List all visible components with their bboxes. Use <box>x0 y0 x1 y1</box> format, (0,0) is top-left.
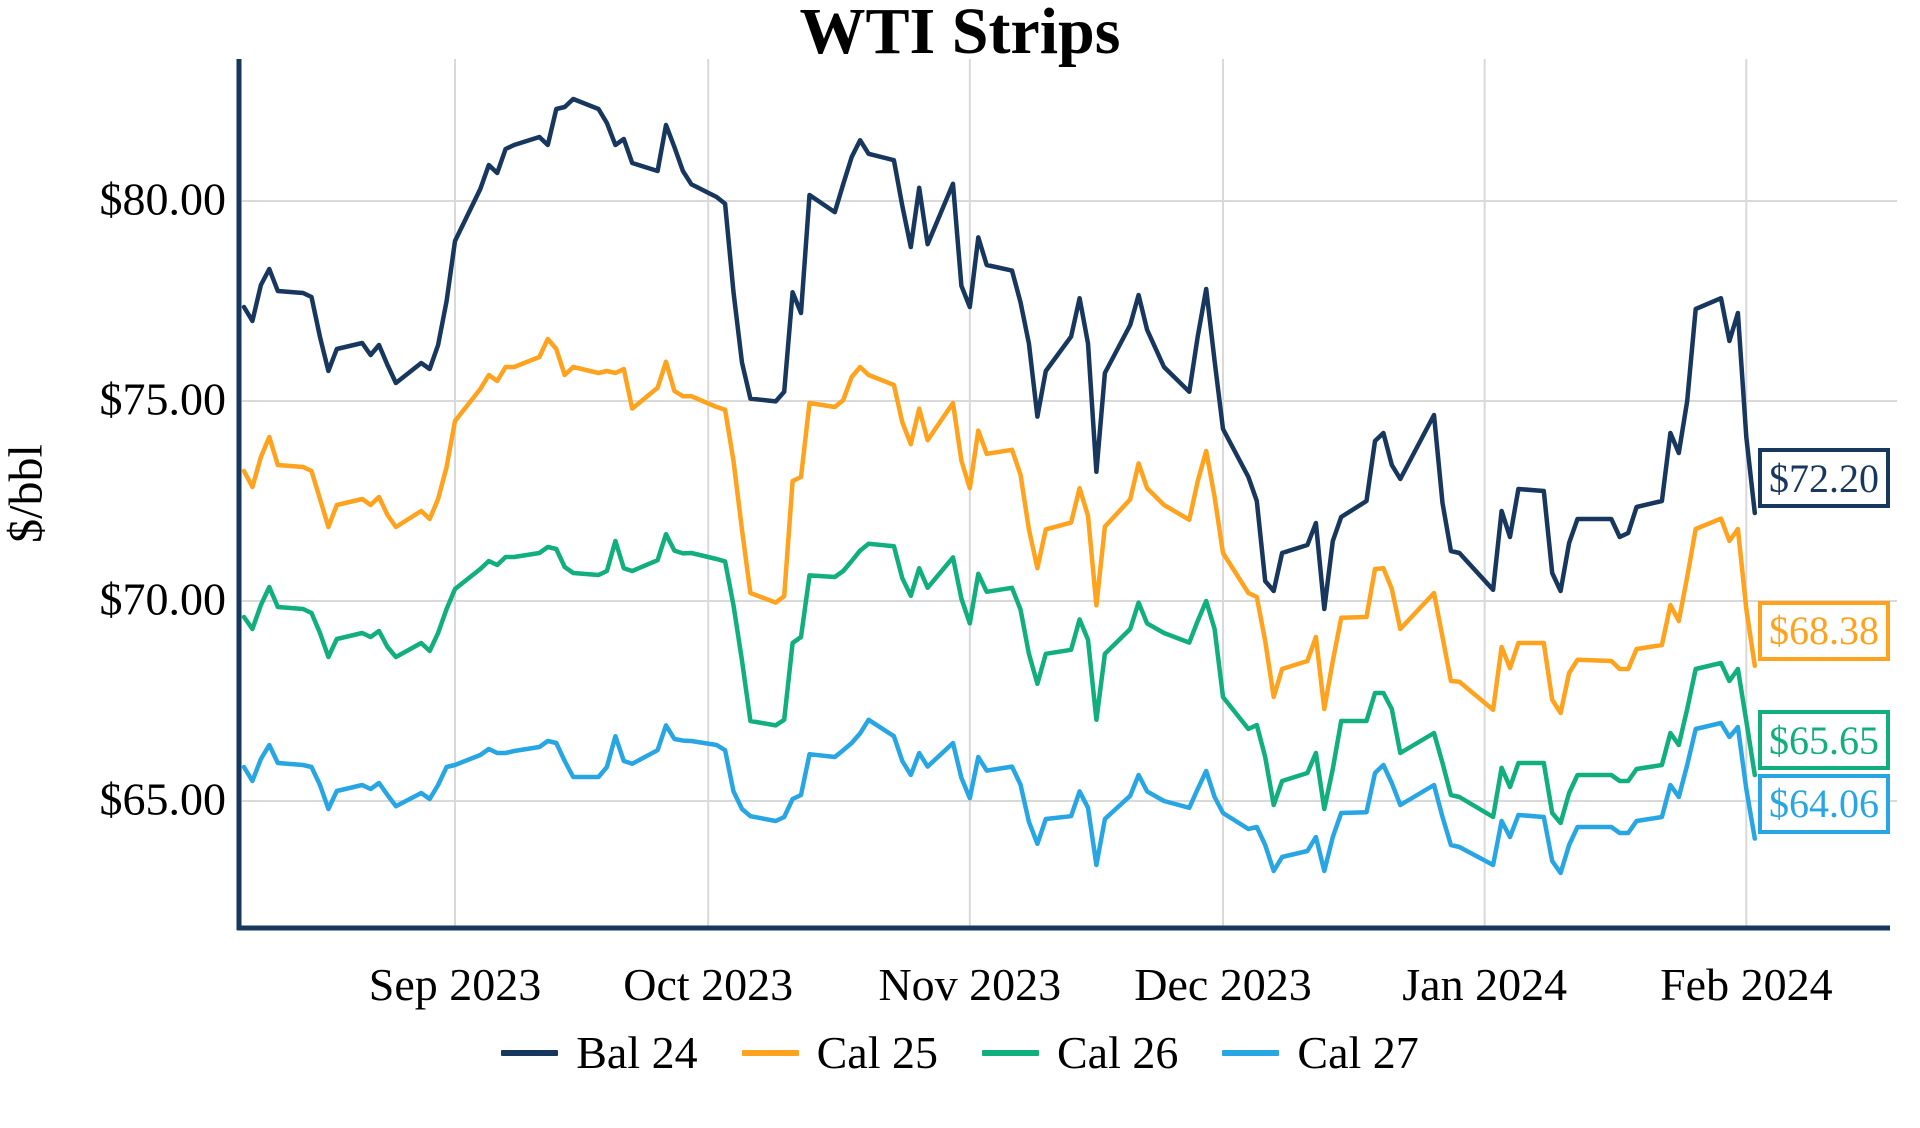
legend-label: Cal 27 <box>1297 1027 1419 1078</box>
y-tick-label-80: $80.00 <box>99 173 227 225</box>
legend-item-cal-25: Cal 25 <box>741 1027 938 1078</box>
end-value-box-bal-24: $72.20 <box>1758 448 1890 508</box>
x-axis-label-dec-2023: Dec 2023 <box>1134 959 1312 1010</box>
chart-title: WTI Strips <box>799 0 1121 68</box>
legend-item-cal-27: Cal 27 <box>1222 1027 1419 1078</box>
end-value-box-cal-25: $68.38 <box>1758 600 1890 661</box>
x-axis-label-nov-2023: Nov 2023 <box>878 959 1062 1010</box>
legend-line-swatch-bal-24 <box>501 1050 559 1056</box>
legend-item-cal-26: Cal 26 <box>982 1030 1178 1076</box>
legend-line-swatch-cal-26 <box>982 1050 1039 1056</box>
legend-label: Cal 25 <box>816 1027 938 1078</box>
legend: Bal 24 Cal 25 Cal 26 Cal 27 <box>0 1030 1920 1076</box>
end-value-box-cal-27: $64.06 <box>1758 773 1890 834</box>
legend-label: Cal 26 <box>1057 1027 1179 1078</box>
series-line-cal-25 <box>241 336 1758 716</box>
y-tick-label-65: $65.00 <box>99 773 227 825</box>
series-line-bal-24 <box>241 96 1758 612</box>
x-axis-label-jan-2024: Jan 2024 <box>1402 959 1568 1010</box>
y-tick-label-70: $70.00 <box>99 573 227 625</box>
series-line-cal-27 <box>241 717 1758 876</box>
x-axis-label-sep-2023: Sep 2023 <box>368 959 542 1010</box>
legend-line-swatch-cal-27 <box>1222 1050 1280 1056</box>
end-value-box-cal-26: $65.65 <box>1758 710 1890 770</box>
legend-line-swatch-cal-25 <box>741 1050 799 1056</box>
legend-label: Bal 24 <box>576 1027 698 1078</box>
x-axis-label-oct-2023: Oct 2023 <box>623 959 794 1010</box>
legend-item-bal-24: Bal 24 <box>501 1027 698 1078</box>
x-axis-label-feb-2024: Feb 2024 <box>1660 959 1833 1010</box>
series-line-cal-26 <box>241 531 1758 826</box>
y-tick-label-75: $75.00 <box>99 373 227 425</box>
